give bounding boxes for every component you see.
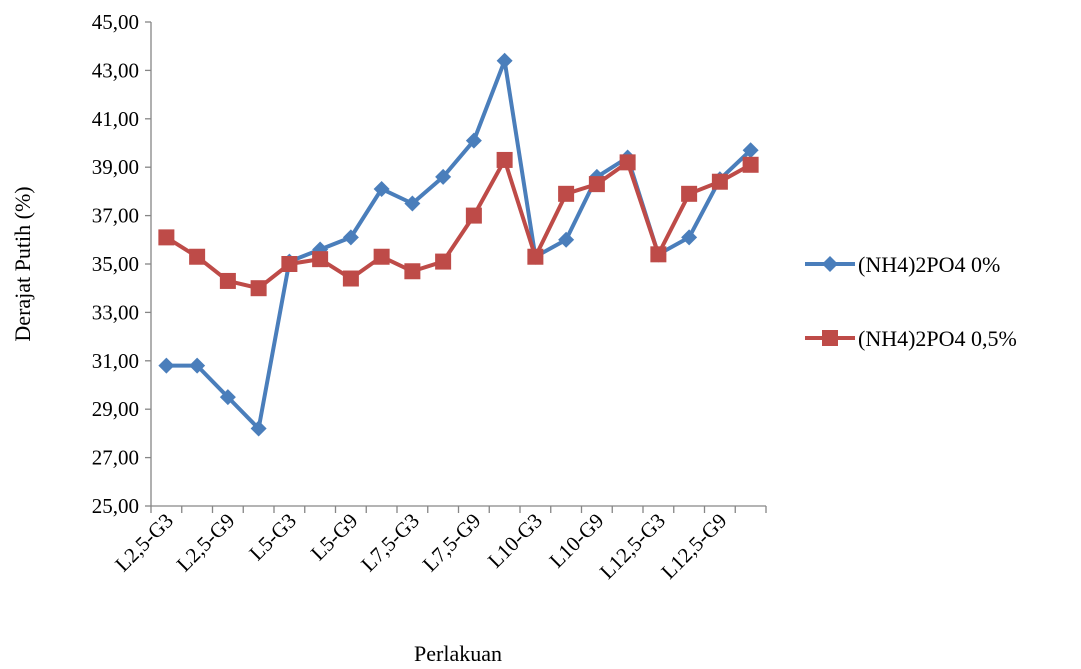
- data-point: [373, 180, 390, 197]
- data-point: [250, 420, 267, 437]
- y-tick-label: 39,00: [92, 155, 139, 179]
- x-axis-title: Perlakuan: [414, 641, 502, 666]
- data-point: [281, 256, 298, 272]
- legend-marker: [822, 256, 838, 272]
- data-point: [711, 173, 728, 190]
- x-tick-label: L5-G3: [244, 509, 301, 566]
- legend-label: (NH4)2PO4 0,5%: [858, 326, 1017, 351]
- y-tick-label: 43,00: [92, 58, 139, 82]
- data-point: [619, 154, 636, 171]
- series-layer: [158, 52, 759, 437]
- data-point: [219, 389, 236, 406]
- data-point: [189, 357, 206, 374]
- x-tick-label: L7,5-G3: [356, 509, 424, 577]
- data-point: [312, 241, 329, 258]
- y-tick-label: 41,00: [92, 107, 139, 131]
- axes: [150, 22, 766, 507]
- data-point: [435, 253, 452, 270]
- legend: (NH4)2PO4 0% (NH4)2PO4 0,5%: [805, 252, 1017, 351]
- data-point: [650, 246, 667, 263]
- data-point: [189, 248, 206, 265]
- data-point: [158, 229, 175, 246]
- data-point: [342, 229, 359, 246]
- series-line: [165, 157, 752, 291]
- data-point: [681, 185, 698, 202]
- data-point: [219, 272, 236, 289]
- data-point: [312, 251, 329, 268]
- data-point: [250, 280, 267, 297]
- legend-item: (NH4)2PO4 0,5%: [805, 326, 1017, 351]
- x-tick-label: L10-G3: [483, 509, 547, 573]
- data-point: [496, 151, 513, 168]
- y-axis-title: Derajat Putih (%): [10, 186, 35, 341]
- y-tick-label: 25,00: [92, 494, 139, 518]
- series-1: [158, 52, 759, 437]
- data-point: [588, 176, 605, 193]
- y-tick-label: 37,00: [92, 204, 139, 228]
- data-point: [558, 231, 575, 248]
- y-tick-label: 45,00: [92, 10, 139, 34]
- y-tick-label: 31,00: [92, 349, 139, 373]
- legend-marker: [822, 330, 838, 346]
- legend-item: (NH4)2PO4 0%: [805, 252, 1000, 277]
- data-point: [465, 207, 482, 224]
- y-tick-label: 27,00: [92, 446, 139, 470]
- y-tick-label: 33,00: [92, 300, 139, 324]
- data-point: [742, 156, 759, 173]
- y-tick-label: 29,00: [92, 397, 139, 421]
- data-point: [373, 248, 390, 265]
- y-axis-ticks: 25,00 27,00 29,00 31,00 33,00 35,00 37,00 39,00…: [92, 10, 151, 518]
- data-point: [496, 52, 513, 69]
- data-point: [742, 142, 759, 159]
- x-tick-label: L7,5-G9: [418, 509, 486, 577]
- series-2: [158, 151, 759, 297]
- x-tick-label: L5-G9: [306, 509, 363, 566]
- data-point: [342, 270, 359, 287]
- data-point: [158, 357, 175, 374]
- x-tick-label: L2,5-G3: [110, 509, 178, 577]
- data-point: [435, 168, 452, 185]
- data-point: [527, 248, 544, 265]
- x-tick-label: L12,5-G9: [656, 509, 731, 584]
- data-point: [404, 195, 421, 212]
- y-tick-label: 35,00: [92, 252, 139, 276]
- data-point: [404, 263, 421, 280]
- data-point: [558, 185, 575, 202]
- x-tick-label: L12,5-G3: [595, 509, 670, 584]
- legend-label: (NH4)2PO4 0%: [858, 252, 1000, 277]
- data-point: [465, 132, 482, 149]
- x-tick-label: L2,5-G9: [172, 509, 240, 577]
- data-point: [681, 229, 698, 246]
